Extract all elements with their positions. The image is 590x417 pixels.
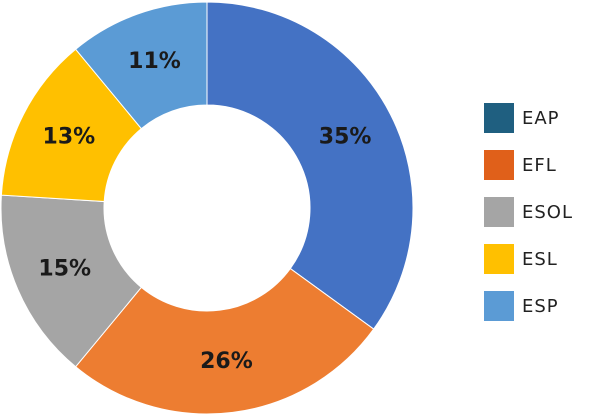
donut-slice: [74, 1, 208, 130]
value-label: 11%: [128, 49, 181, 74]
legend-label: EAP: [522, 108, 560, 129]
legend-label: ESP: [522, 296, 559, 317]
value-label: 35%: [319, 125, 372, 150]
value-label: 15%: [38, 257, 91, 282]
legend-swatch: [484, 150, 514, 180]
legend-label: EFL: [522, 155, 557, 176]
legend-swatch: [484, 103, 514, 133]
donut-slice: [0, 194, 143, 368]
legend-swatch: [484, 197, 514, 227]
legend-swatch: [484, 244, 514, 274]
donut-slice: [206, 1, 414, 330]
donut-slice: [0, 48, 143, 203]
value-label: 13%: [43, 125, 96, 150]
legend-label: ESL: [522, 249, 558, 270]
donut-slice: [74, 267, 375, 415]
legend-swatch: [484, 291, 514, 321]
value-label: 26%: [200, 349, 253, 374]
legend-label: ESOL: [522, 202, 573, 223]
